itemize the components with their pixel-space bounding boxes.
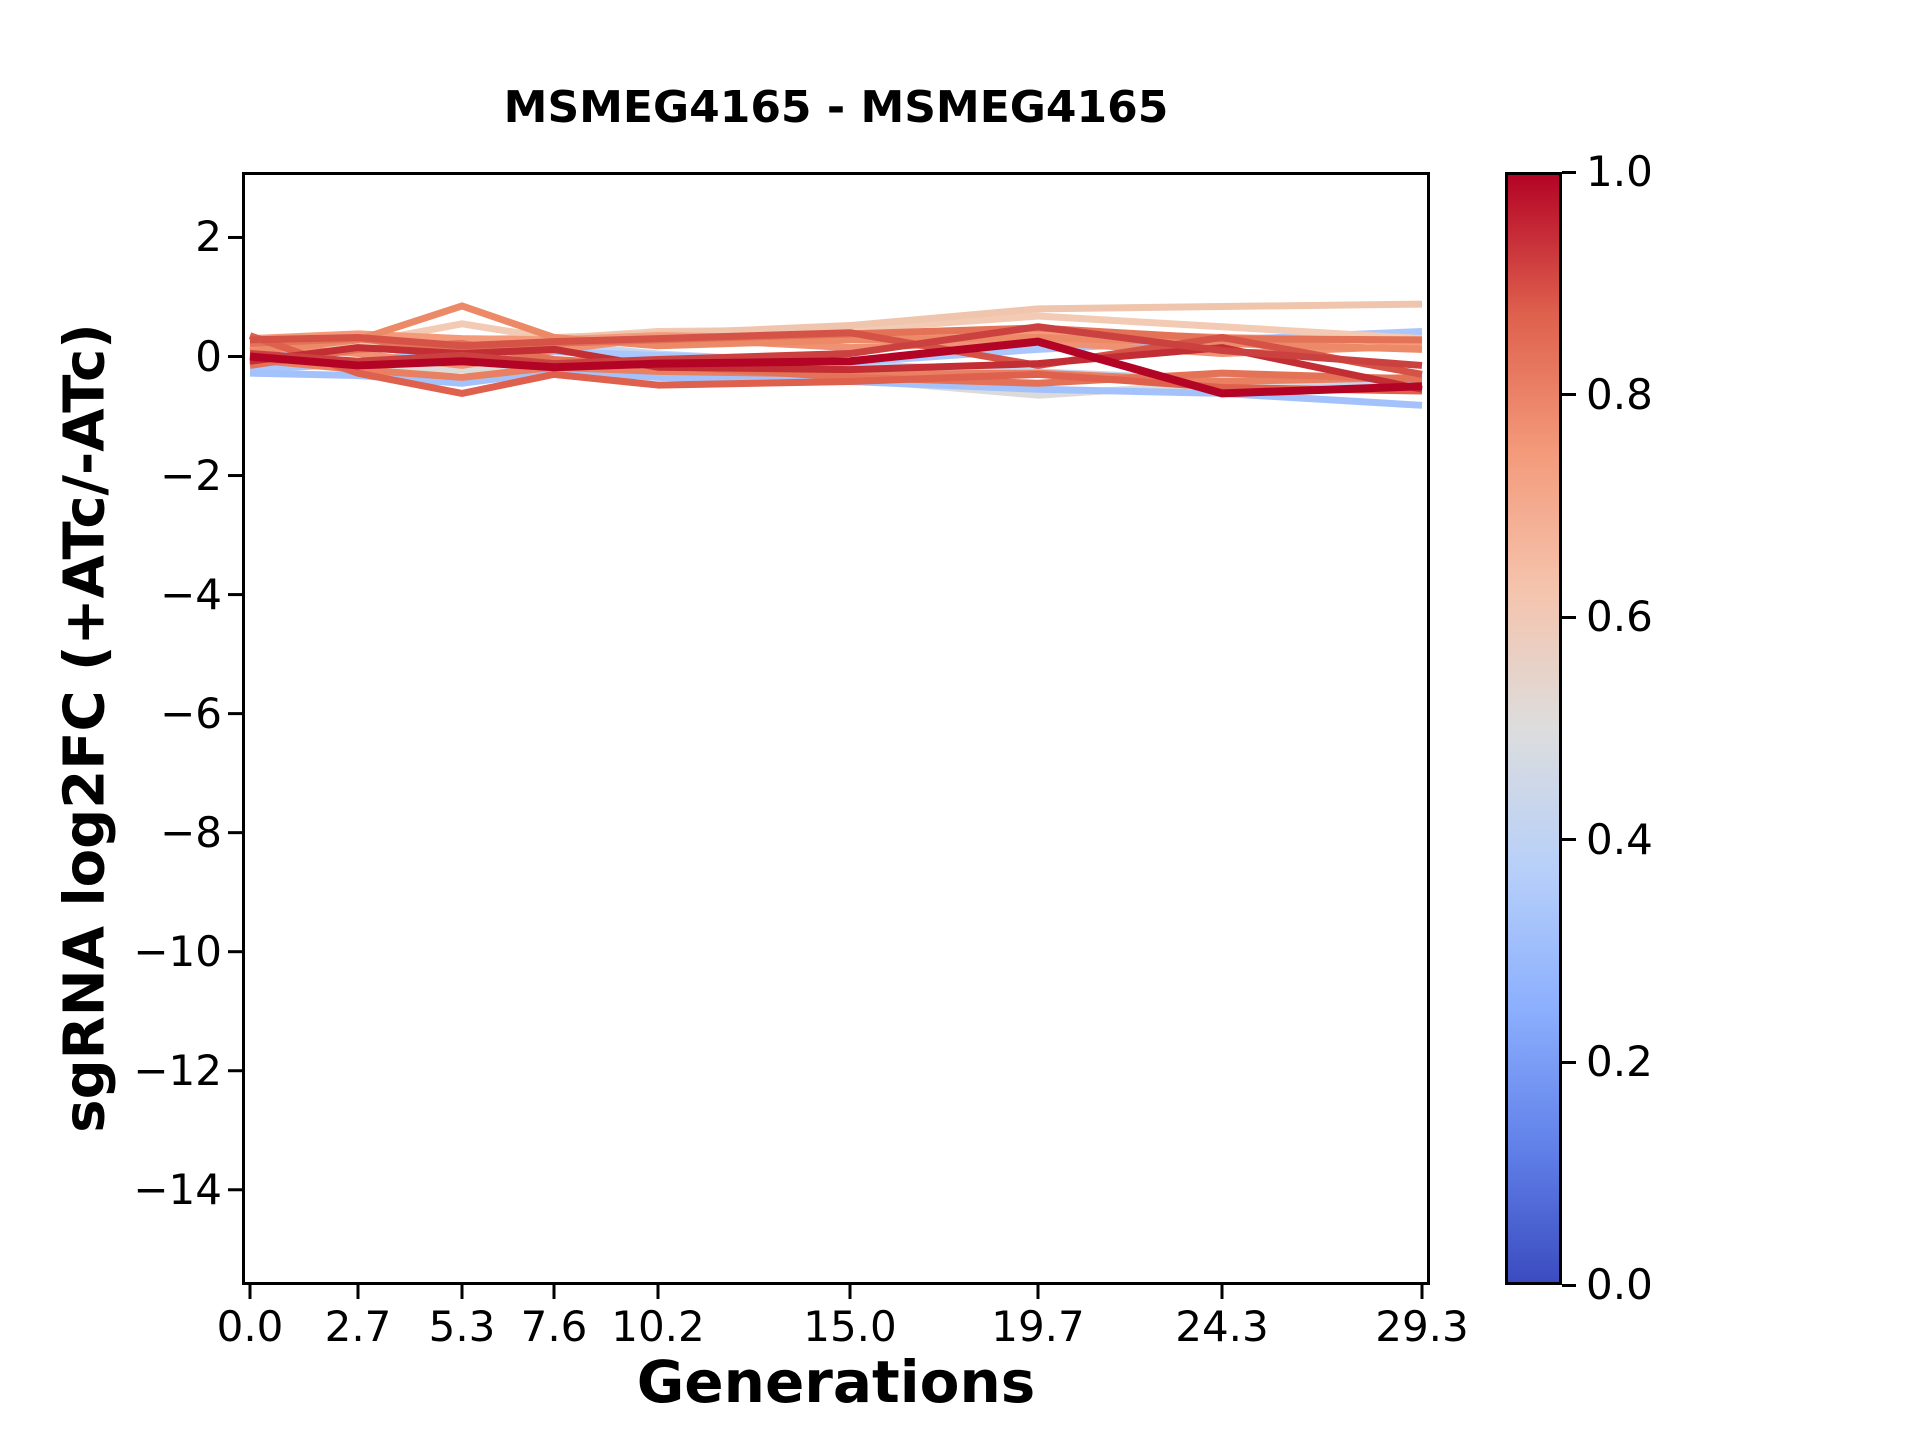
colorbar-tick-label: 0.4 [1586,814,1653,864]
colorbar-tick-label: 0.8 [1586,369,1653,419]
y-tick-label: −6 [160,688,222,738]
x-tick-label: 10.2 [611,1302,705,1351]
y-tick-label: −10 [133,926,222,976]
colorbar-tick-mark [1562,615,1576,619]
colorbar [1505,172,1562,1285]
colorbar-tick-mark [1562,1283,1576,1287]
colorbar-tick-mark [1562,838,1576,842]
x-tick-label: 15.0 [803,1302,897,1351]
plot-border [242,172,1430,1285]
y-tick-label: −12 [133,1045,222,1095]
line-series [249,337,1423,398]
y-tick-label: −2 [160,450,222,500]
y-tick-label: −4 [160,569,222,619]
plot-area [228,172,1430,1299]
y-tick-label: −14 [133,1164,222,1214]
x-tick-label: 29.3 [1375,1302,1469,1351]
x-tick-label: 2.7 [324,1302,392,1351]
line-series [249,329,1423,378]
line-series [249,323,1423,369]
y-tick-label: 2 [195,212,222,262]
colorbar-tick-label: 1.0 [1586,147,1653,196]
line-series [248,332,1423,397]
x-tick-label: 7.6 [520,1302,588,1351]
axis-tick-marks [228,235,1424,1299]
colorbar-tick-label: 0.0 [1586,1260,1653,1309]
x-tick-label: 5.3 [428,1302,496,1351]
x-tick-label: 24.3 [1175,1302,1269,1351]
colorbar-tick-mark [1562,393,1576,397]
chart-title: MSMEG4165 - MSMEG4165 [503,82,1169,133]
y-tick-label: 0 [195,331,222,381]
colorbar-tick-mark [1562,170,1576,174]
y-tick-label: −8 [160,807,222,857]
colorbar-tick-label: 0.6 [1586,592,1653,642]
colorbar-tick-mark [1562,1060,1576,1064]
colorbar-tick-label: 0.2 [1586,1037,1653,1087]
line-series-group [248,300,1423,409]
x-tick-label: 19.7 [991,1302,1085,1351]
x-tick-label: 0.0 [216,1302,284,1351]
x-axis-label: Generations [636,1348,1036,1416]
